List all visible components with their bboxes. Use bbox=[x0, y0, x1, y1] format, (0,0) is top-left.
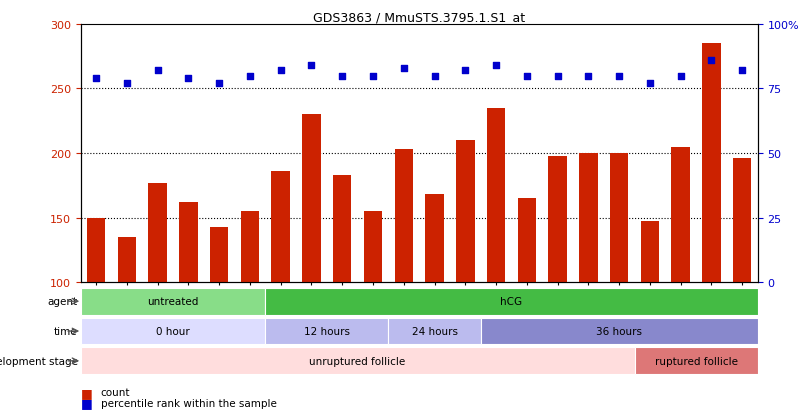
Bar bbox=[610, 154, 629, 282]
Bar bbox=[265, 288, 758, 315]
Bar bbox=[517, 199, 536, 282]
Point bbox=[243, 73, 256, 80]
Bar bbox=[634, 348, 758, 374]
Point bbox=[397, 65, 410, 72]
Text: percentile rank within the sample: percentile rank within the sample bbox=[101, 398, 276, 408]
Point bbox=[367, 73, 380, 80]
Bar bbox=[81, 348, 634, 374]
Point bbox=[551, 73, 564, 80]
Bar bbox=[480, 318, 758, 344]
Bar bbox=[333, 176, 351, 282]
Bar bbox=[302, 115, 321, 282]
Bar bbox=[641, 222, 659, 282]
Bar bbox=[81, 288, 265, 315]
Point bbox=[459, 68, 472, 74]
Point bbox=[182, 76, 195, 82]
Bar bbox=[426, 195, 444, 282]
Bar bbox=[364, 211, 382, 282]
Point bbox=[274, 68, 287, 74]
Bar bbox=[272, 172, 290, 282]
Point bbox=[213, 81, 226, 88]
Text: 36 hours: 36 hours bbox=[596, 326, 642, 336]
Bar bbox=[702, 44, 721, 282]
Bar bbox=[265, 318, 388, 344]
Bar bbox=[580, 154, 597, 282]
Text: 24 hours: 24 hours bbox=[412, 326, 458, 336]
Point bbox=[736, 68, 749, 74]
Point bbox=[675, 73, 688, 80]
Point bbox=[428, 73, 441, 80]
Bar bbox=[671, 147, 690, 282]
Bar bbox=[388, 318, 480, 344]
Text: hCG: hCG bbox=[501, 297, 522, 306]
Point bbox=[582, 73, 595, 80]
Text: ■: ■ bbox=[81, 386, 93, 399]
Bar bbox=[733, 159, 751, 282]
Text: time: time bbox=[54, 326, 77, 336]
Point bbox=[705, 57, 718, 64]
Text: count: count bbox=[101, 387, 131, 397]
Text: unruptured follicle: unruptured follicle bbox=[310, 356, 405, 366]
Text: 0 hour: 0 hour bbox=[156, 326, 189, 336]
Point bbox=[120, 81, 133, 88]
Text: ruptured follicle: ruptured follicle bbox=[654, 356, 737, 366]
Point bbox=[521, 73, 534, 80]
Bar bbox=[81, 318, 265, 344]
Bar bbox=[179, 203, 197, 282]
Point bbox=[489, 63, 502, 69]
Bar bbox=[487, 109, 505, 282]
Bar bbox=[118, 237, 136, 282]
Bar bbox=[548, 156, 567, 282]
Text: 12 hours: 12 hours bbox=[304, 326, 350, 336]
Title: GDS3863 / MmuSTS.3795.1.S1_at: GDS3863 / MmuSTS.3795.1.S1_at bbox=[313, 11, 526, 24]
Text: untreated: untreated bbox=[147, 297, 198, 306]
Text: agent: agent bbox=[48, 297, 77, 306]
Bar bbox=[241, 211, 259, 282]
Text: ■: ■ bbox=[81, 396, 93, 409]
Point bbox=[336, 73, 349, 80]
Point bbox=[305, 63, 318, 69]
Point bbox=[613, 73, 625, 80]
Point bbox=[643, 81, 656, 88]
Bar bbox=[456, 141, 475, 282]
Text: development stage: development stage bbox=[0, 356, 77, 366]
Bar bbox=[394, 150, 413, 282]
Bar bbox=[87, 218, 106, 282]
Bar bbox=[148, 183, 167, 282]
Bar bbox=[210, 227, 228, 282]
Point bbox=[151, 68, 164, 74]
Point bbox=[89, 76, 102, 82]
